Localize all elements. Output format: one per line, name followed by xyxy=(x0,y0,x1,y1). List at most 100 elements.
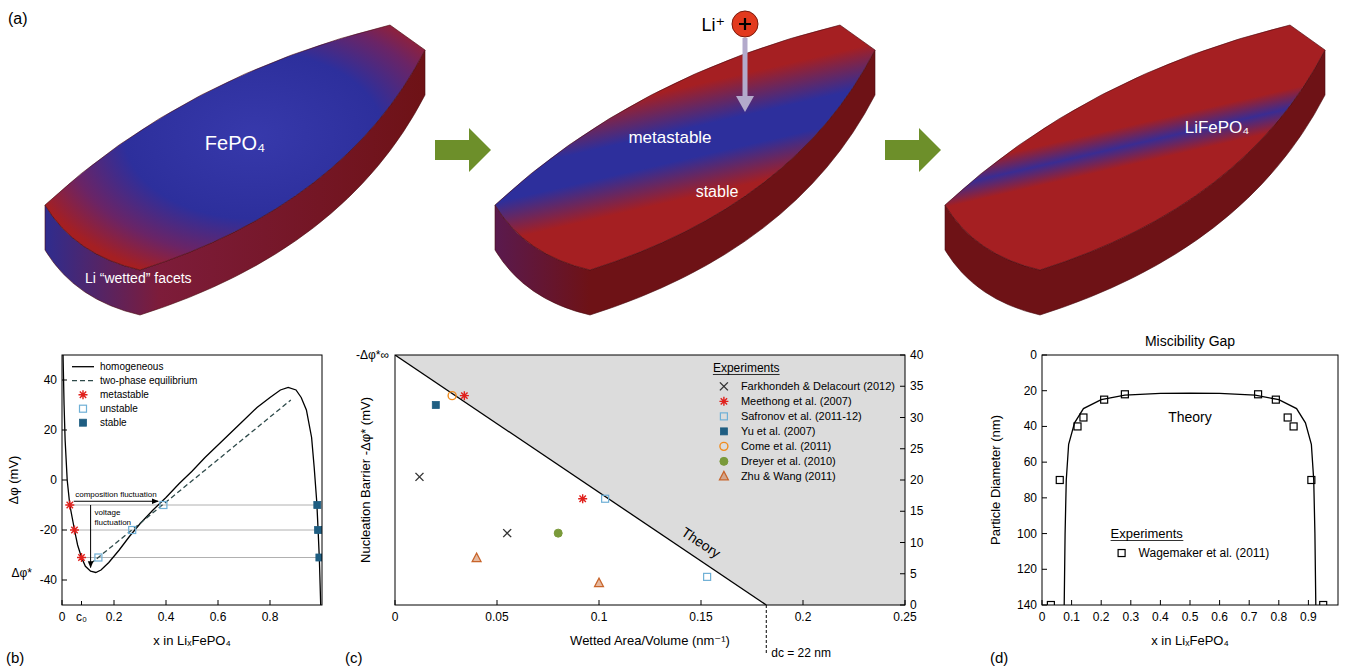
y-tick xyxy=(900,573,905,574)
legend-label: Wagemaker et al. (2011) xyxy=(1139,546,1270,560)
y-tick-label: 40 xyxy=(910,348,924,362)
data-point xyxy=(448,392,456,400)
x-tick-label: 0 xyxy=(392,610,399,624)
x-tick-label: 0.7 xyxy=(1241,610,1258,624)
legend-label: Dreyer et al. (2010) xyxy=(741,455,836,467)
chart-title: Miscibility Gap xyxy=(1145,333,1235,349)
annotation: Theory xyxy=(679,524,724,562)
y-axis-title: Δφ (mV) xyxy=(6,456,21,505)
x-mark-label: dc = 22 nm xyxy=(771,646,831,660)
y-tick xyxy=(62,380,67,381)
ion-charge xyxy=(739,18,751,30)
annotation: voltagefluctuation xyxy=(95,508,131,527)
particle: LiFePO₄ xyxy=(945,25,1325,315)
chart-panel: 00.050.10.150.20.250510152025303540Wette… xyxy=(356,348,924,660)
chart-panel: 00.20.40.60.8-40-2002040x in LiₓFePO₄Δφ … xyxy=(6,355,323,648)
legend-swatch xyxy=(79,390,88,399)
annotation: composition fluctuation xyxy=(75,490,156,499)
x-tick-label: 0 xyxy=(59,610,66,624)
particle-label: metastable xyxy=(628,128,711,147)
x-tick xyxy=(270,600,271,605)
y-tick-label: 5 xyxy=(910,567,917,581)
y-tick xyxy=(62,530,67,531)
data-point xyxy=(1101,396,1108,403)
plot-frame xyxy=(1042,355,1338,605)
x-tick xyxy=(1130,600,1131,605)
x-tick xyxy=(803,600,804,605)
data-point xyxy=(1308,477,1315,484)
y-tick xyxy=(900,511,905,512)
particle-label: stable xyxy=(696,183,739,200)
x-tick xyxy=(1071,600,1072,605)
y-tick xyxy=(900,605,905,606)
particle-label: FePO₄ xyxy=(205,132,265,154)
legend-swatch xyxy=(720,428,727,435)
data-point xyxy=(1272,396,1279,403)
y-tick-label: 0 xyxy=(1030,348,1037,362)
data-point xyxy=(578,494,587,503)
x-tick xyxy=(395,600,396,605)
legend-label: Meethong et al. (2007) xyxy=(741,395,852,407)
legend-swatch xyxy=(720,442,728,450)
legend-swatch xyxy=(80,419,87,426)
y-tick xyxy=(62,430,67,431)
data-point xyxy=(129,527,136,534)
y-axis-title: Nucleation Barrier -Δφ* (mV) xyxy=(358,397,373,563)
level-line xyxy=(70,505,318,506)
y-tick xyxy=(1042,426,1047,427)
data-point xyxy=(415,473,423,481)
data-point xyxy=(70,526,79,535)
data-point xyxy=(95,554,102,561)
panel-a: (a)FePO₄Li “wetted” facetsmetastablestab… xyxy=(8,10,1325,315)
legend-label: metastable xyxy=(100,389,149,400)
legend-swatch xyxy=(719,397,728,406)
particle-top xyxy=(945,25,1325,270)
data-point xyxy=(1056,477,1063,484)
panel-label: (b) xyxy=(6,649,24,666)
legend-swatch xyxy=(720,413,727,420)
panel-label: (c) xyxy=(345,649,363,666)
ion-label: Li⁺ xyxy=(701,15,725,35)
data-point xyxy=(1121,391,1128,398)
y-tick-label: 35 xyxy=(910,379,924,393)
step-arrow xyxy=(435,128,491,172)
legend-swatch xyxy=(720,382,728,390)
y-tick xyxy=(900,448,905,449)
data-point xyxy=(65,501,74,510)
series-line xyxy=(63,355,321,605)
legend-label: Come et al. (2011) xyxy=(741,440,831,452)
x-tick-label: 0.3 xyxy=(1122,610,1139,624)
annotation: Theory xyxy=(1168,409,1212,425)
y-tick xyxy=(1042,533,1047,534)
particle-top xyxy=(45,25,425,270)
x-tick-label: 0.2 xyxy=(106,610,123,624)
legend-swatch xyxy=(720,457,728,465)
y-tick xyxy=(1042,605,1047,606)
y-tick-label: 15 xyxy=(910,504,924,518)
data-point xyxy=(1047,602,1054,606)
legend-swatch xyxy=(1118,550,1125,557)
data-point xyxy=(602,495,609,502)
y-tick xyxy=(1042,355,1047,356)
data-point xyxy=(315,527,322,534)
y-tick xyxy=(900,480,905,481)
y-tick-label: 10 xyxy=(910,536,924,550)
x-tick xyxy=(62,600,63,605)
legend-label: stable xyxy=(100,417,127,428)
figure: (a)FePO₄Li “wetted” facetsmetastablestab… xyxy=(0,0,1353,670)
data-point xyxy=(595,578,604,587)
x-tick xyxy=(1249,600,1250,605)
y-tick-label: 100 xyxy=(1017,527,1037,541)
step-arrow xyxy=(885,128,941,172)
insertion-arrowhead xyxy=(736,96,754,112)
legend-title: Experiments xyxy=(713,361,780,375)
x-tick xyxy=(701,600,702,605)
x-tick-label: 0.1 xyxy=(1063,610,1080,624)
plot-area xyxy=(395,355,905,605)
x-tick xyxy=(599,600,600,605)
x-tick-label: 0.2 xyxy=(1093,610,1110,624)
plot-frame xyxy=(395,355,905,605)
legend-label: Zhu & Wang (2011) xyxy=(741,470,836,482)
legend-label: unstable xyxy=(100,403,138,414)
data-point xyxy=(472,553,481,562)
